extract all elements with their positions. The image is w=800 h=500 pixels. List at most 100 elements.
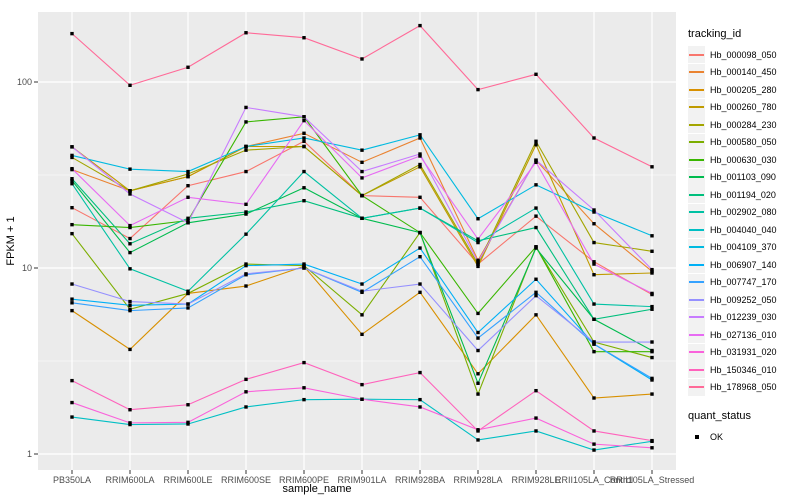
- data-point-Hb_150346_010-RRIM901LA[interactable]: [360, 382, 364, 387]
- data-point-Hb_031931_020-RRII105LA_Stressed[interactable]: [650, 446, 654, 450]
- data-point-Hb_004109_370-RRIM600LA[interactable]: [128, 167, 132, 171]
- legend-entry-Hb_012239_030[interactable]: Hb_012239_030: [688, 308, 798, 327]
- data-point-Hb_004109_370-RRIM928LA[interactable]: [476, 217, 480, 221]
- data-point-Hb_004040_040-PB350LA[interactable]: [70, 415, 74, 419]
- data-point-Hb_178968_050-RRIM928BA[interactable]: [418, 23, 422, 28]
- data-point-Hb_001194_020-RRIM600LE[interactable]: [186, 216, 190, 221]
- data-point-Hb_004109_370-RRIM901LA[interactable]: [360, 148, 364, 152]
- data-point-Hb_001194_020-RRIM600LA[interactable]: [128, 242, 132, 246]
- data-point-Hb_007747_170-PB350LA[interactable]: [70, 301, 74, 305]
- data-point-Hb_012239_030-RRIM600PE[interactable]: [302, 115, 306, 119]
- legend-entry-Hb_007747_170[interactable]: Hb_007747_170: [688, 273, 798, 292]
- data-point-Hb_178968_050-RRII105LA_Stressed[interactable]: [650, 165, 654, 169]
- data-point-Hb_012239_030-RRIM928BA[interactable]: [418, 152, 422, 156]
- data-point-Hb_000284_230-RRIM600LE[interactable]: [186, 172, 190, 176]
- data-point-Hb_000284_230-RRIM928BA[interactable]: [418, 162, 422, 167]
- data-point-Hb_000630_030-RRII105LA_Control[interactable]: [592, 349, 596, 354]
- data-point-Hb_000580_050-PB350LA[interactable]: [70, 231, 74, 236]
- legend-entry-Hb_178968_050[interactable]: Hb_178968_050: [688, 378, 798, 397]
- data-point-Hb_027136_010-RRIM928LA[interactable]: [476, 237, 480, 241]
- data-point-Hb_004109_370-RRIM600PE[interactable]: [302, 136, 306, 140]
- data-point-Hb_009252_050-RRIM928LA[interactable]: [476, 348, 480, 353]
- legend-entry-Hb_000260_780[interactable]: Hb_000260_780: [688, 98, 798, 117]
- data-point-Hb_027136_010-RRII105LA_Stressed[interactable]: [650, 291, 654, 296]
- data-point-Hb_000205_280-PB350LA[interactable]: [70, 308, 74, 313]
- data-point-Hb_001194_020-PB350LA[interactable]: [70, 177, 74, 181]
- data-point-Hb_001103_090-RRIM928LA[interactable]: [476, 381, 480, 385]
- data-point-Hb_004109_370-RRII105LA_Control[interactable]: [592, 210, 596, 214]
- data-point-Hb_002902_080-RRIM928BA[interactable]: [418, 206, 422, 210]
- data-point-Hb_004109_370-RRII105LA_Stressed[interactable]: [650, 234, 654, 238]
- data-point-Hb_150346_010-RRII105LA_Stressed[interactable]: [650, 438, 654, 443]
- legend-entry-Hb_009252_050[interactable]: Hb_009252_050: [688, 291, 798, 309]
- data-point-Hb_027136_010-RRIM600SE[interactable]: [244, 202, 248, 207]
- data-point-Hb_002902_080-RRII105LA_Control[interactable]: [592, 302, 596, 306]
- data-point-Hb_004109_370-RRIM600LE[interactable]: [186, 169, 190, 174]
- data-point-Hb_012239_030-RRIM600LA[interactable]: [128, 192, 132, 196]
- data-point-Hb_004109_370-RRIM928BA[interactable]: [418, 133, 422, 137]
- data-point-Hb_150346_010-RRIM928LE[interactable]: [534, 388, 538, 393]
- data-point-Hb_150346_010-RRIM928LA[interactable]: [476, 429, 480, 433]
- data-point-Hb_012239_030-RRIM901LA[interactable]: [360, 169, 364, 174]
- data-point-Hb_004109_370-RRIM928LE[interactable]: [534, 183, 538, 187]
- data-point-Hb_178968_050-PB350LA[interactable]: [70, 31, 74, 36]
- data-point-Hb_006907_140-PB350LA[interactable]: [70, 297, 74, 301]
- data-point-Hb_000140_450-RRIM928BA[interactable]: [418, 136, 422, 140]
- data-point-Hb_178968_050-RRIM600SE[interactable]: [244, 31, 248, 35]
- data-point-Hb_027136_010-RRIM928LE[interactable]: [534, 160, 538, 165]
- data-point-Hb_001103_090-PB350LA[interactable]: [70, 178, 74, 183]
- data-point-Hb_012239_030-RRIM928LE[interactable]: [534, 158, 538, 162]
- data-point-Hb_000260_780-RRIM928LA[interactable]: [476, 264, 480, 269]
- data-point-Hb_000205_280-RRIM901LA[interactable]: [360, 332, 364, 337]
- data-point-Hb_000098_050-RRIM928BA[interactable]: [418, 195, 422, 199]
- data-point-Hb_002902_080-RRIM928LE[interactable]: [534, 206, 538, 210]
- data-point-Hb_000580_050-RRIM928LA[interactable]: [476, 392, 480, 396]
- data-point-Hb_000284_230-RRIM928LA[interactable]: [476, 262, 480, 266]
- data-point-Hb_009252_050-RRIM928LE[interactable]: [534, 293, 538, 298]
- data-point-Hb_007747_170-RRII105LA_Control[interactable]: [592, 342, 596, 346]
- data-point-Hb_031931_020-RRII105LA_Control[interactable]: [592, 442, 596, 446]
- data-point-Hb_031931_020-RRIM600SE[interactable]: [244, 390, 248, 394]
- data-point-Hb_001103_090-RRIM928BA[interactable]: [418, 230, 422, 235]
- data-point-Hb_001194_020-RRII105LA_Control[interactable]: [592, 317, 596, 321]
- data-point-Hb_001194_020-RRIM928LA[interactable]: [476, 239, 480, 243]
- legend-entry-Hb_000205_280[interactable]: Hb_000205_280: [688, 81, 798, 99]
- data-point-Hb_006907_140-RRIM928LE[interactable]: [534, 277, 538, 281]
- data-point-Hb_009252_050-RRIM600PE[interactable]: [302, 266, 306, 270]
- legend-entry-Hb_000630_030[interactable]: Hb_000630_030: [688, 151, 798, 169]
- data-point-Hb_006907_140-RRIM901LA[interactable]: [360, 282, 364, 286]
- data-point-Hb_178968_050-RRIM901LA[interactable]: [360, 57, 364, 61]
- data-point-Hb_178968_050-RRIM600LE[interactable]: [186, 65, 190, 69]
- data-point-Hb_178968_050-RRII105LA_Control[interactable]: [592, 136, 596, 140]
- legend-entry-Hb_000284_230[interactable]: Hb_000284_230: [688, 116, 798, 134]
- legend-entry-Hb_001194_020[interactable]: Hb_001194_020: [688, 186, 798, 204]
- data-point-Hb_002902_080-PB350LA[interactable]: [70, 181, 74, 186]
- data-point-Hb_150346_010-RRIM600SE[interactable]: [244, 377, 248, 382]
- data-point-Hb_031931_020-RRIM600PE[interactable]: [302, 386, 306, 390]
- data-point-Hb_150346_010-RRIM600LE[interactable]: [186, 403, 190, 407]
- data-point-Hb_001103_090-RRII105LA_Stressed[interactable]: [650, 348, 654, 353]
- legend-entry-Hb_031931_020[interactable]: Hb_031931_020: [688, 343, 798, 362]
- data-point-Hb_000205_280-RRII105LA_Stressed[interactable]: [650, 392, 654, 396]
- data-point-Hb_000284_230-RRII105LA_Control[interactable]: [592, 240, 596, 245]
- data-point-Hb_000205_280-RRIM928BA[interactable]: [418, 290, 422, 295]
- data-point-Hb_031931_020-PB350LA[interactable]: [70, 400, 74, 405]
- data-point-Hb_001194_020-RRIM928LE[interactable]: [534, 225, 538, 230]
- data-point-Hb_000284_230-RRIM600LA[interactable]: [128, 189, 132, 193]
- data-point-Hb_178968_050-RRIM600LA[interactable]: [128, 83, 132, 87]
- data-point-Hb_000260_780-RRIM600LE[interactable]: [186, 174, 190, 179]
- data-point-Hb_004109_370-RRIM600SE[interactable]: [244, 144, 248, 149]
- data-point-Hb_150346_010-RRIM928BA[interactable]: [418, 370, 422, 375]
- data-point-Hb_007747_170-RRIM600LA[interactable]: [128, 308, 132, 313]
- data-point-Hb_000580_050-RRII105LA_Stressed[interactable]: [650, 355, 654, 360]
- data-point-Hb_150346_010-RRIM600LA[interactable]: [128, 408, 132, 412]
- legend-entry-Hb_004109_370[interactable]: Hb_004109_370: [688, 238, 798, 257]
- data-point-Hb_004109_370-PB350LA[interactable]: [70, 153, 74, 158]
- data-point-Hb_000284_230-RRII105LA_Stressed[interactable]: [650, 249, 654, 253]
- data-point-Hb_001103_090-RRIM600PE[interactable]: [302, 186, 306, 190]
- data-point-Hb_002902_080-RRIM600SE[interactable]: [244, 232, 248, 236]
- data-point-Hb_002902_080-RRIM600PE[interactable]: [302, 169, 306, 174]
- data-point-Hb_031931_020-RRIM928LE[interactable]: [534, 416, 538, 420]
- data-point-Hb_178968_050-RRIM928LA[interactable]: [476, 87, 480, 92]
- data-point-Hb_178968_050-RRIM928LE[interactable]: [534, 72, 538, 77]
